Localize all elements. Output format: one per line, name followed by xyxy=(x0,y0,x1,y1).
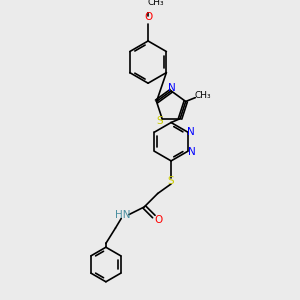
Text: S: S xyxy=(168,176,174,186)
Text: N: N xyxy=(188,147,195,157)
Text: S: S xyxy=(156,116,163,126)
Text: N: N xyxy=(168,83,176,93)
Text: CH₃: CH₃ xyxy=(195,91,211,100)
Text: CH₃: CH₃ xyxy=(147,0,164,7)
Text: HN: HN xyxy=(116,210,131,220)
Text: N: N xyxy=(187,127,194,137)
Text: O: O xyxy=(154,215,163,225)
Text: O: O xyxy=(144,12,152,22)
